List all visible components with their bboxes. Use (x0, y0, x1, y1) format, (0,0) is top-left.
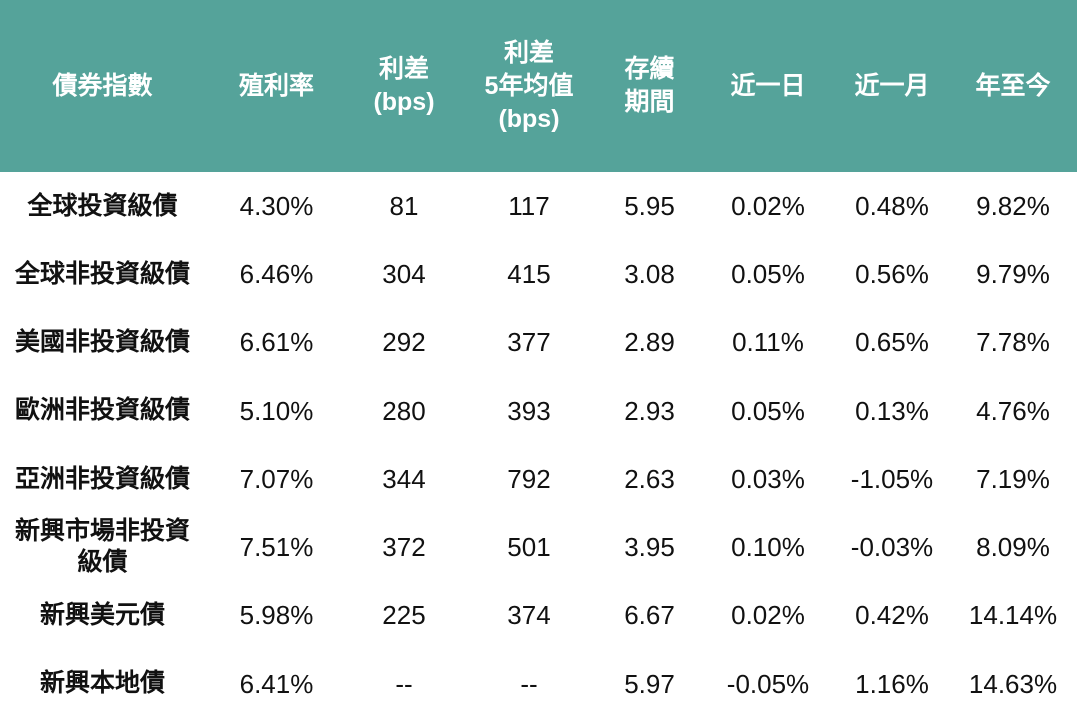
cell-yield: 7.07% (239, 463, 314, 494)
cell-name: 新興市場非投資 級債 (14, 517, 190, 577)
cell-yield: 5.98% (239, 600, 314, 631)
cell-ytd: 9.82% (976, 190, 1050, 221)
column-header-spread5y: 利差 5年均值 (bps) (460, 0, 598, 172)
cell-spread: 280 (382, 395, 426, 426)
cell-spread: -- (395, 668, 413, 699)
table-row: 亞洲非投資級債 7.07% 344 792 2.63 0.03% -1.05% 7.19% (0, 445, 1077, 514)
table-row: 新興市場非投資 級債 7.51% 372 501 3.95 0.10% -0.03% 8.09… (0, 513, 1077, 582)
cell-yield: 6.41% (239, 668, 314, 699)
column-header-ytd: 年至今 (949, 0, 1077, 172)
cell-name: 美國非投資級債 (14, 328, 190, 356)
cell-m1: -1.05% (850, 463, 934, 494)
cell-yield: 6.46% (239, 259, 314, 290)
cell-ytd: 9.79% (976, 259, 1050, 290)
cell-d1: 0.02% (731, 600, 805, 631)
cell-ytd: 14.14% (968, 600, 1058, 631)
cell-name: 全球投資級債 (27, 191, 178, 220)
cell-yield: 5.10% (239, 395, 314, 426)
cell-duration: 2.89 (624, 327, 675, 358)
table-row: 全球投資級債 4.30% 81 117 5.95 0.02% 0.48% 9.82% (0, 172, 1077, 241)
cell-spread5y: 117 (508, 190, 550, 221)
column-header-d1: 近一日 (701, 0, 835, 172)
column-header-yield: 殖利率 (205, 0, 348, 172)
cell-d1: -0.05% (726, 668, 810, 699)
cell-duration: 2.63 (624, 463, 675, 494)
cell-name: 亞洲非投資級債 (14, 464, 190, 493)
cell-m1: 0.48% (855, 190, 929, 221)
cell-spread5y: 792 (507, 463, 551, 494)
cell-d1: 0.03% (731, 463, 805, 494)
cell-ytd: 14.63% (968, 668, 1058, 699)
cell-ytd: 7.19% (976, 463, 1050, 494)
cell-spread5y: 377 (507, 327, 551, 358)
cell-duration: 6.67 (624, 600, 675, 631)
cell-d1: 0.10% (731, 532, 805, 563)
table-row: 新興本地債 6.41% -- -- 5.97 -0.05% 1.16% 14.63% (0, 649, 1077, 718)
cell-spread: 81 (389, 190, 419, 221)
cell-d1: 0.05% (731, 395, 805, 426)
cell-spread5y: 501 (507, 532, 551, 563)
cell-m1: 0.65% (855, 327, 929, 358)
cell-spread: 344 (382, 463, 426, 494)
cell-spread: 292 (382, 327, 426, 358)
cell-spread: 372 (382, 532, 426, 563)
cell-spread5y: 415 (507, 259, 551, 290)
cell-m1: 0.13% (855, 395, 929, 426)
table-head: 債券指數 殖利率 利差 (bps) 利差 5年均值 (bps) 存續 期間 近一日 近一月年… (0, 0, 1077, 172)
cell-spread: 304 (382, 259, 426, 290)
table-body: 全球投資級債 4.30% 81 117 5.95 0.02% 0.48% 9.82% 全球非投資… (0, 172, 1077, 718)
cell-d1: 0.11% (732, 327, 804, 358)
cell-m1: 1.16% (855, 668, 929, 699)
cell-name: 新興本地債 (39, 669, 165, 698)
cell-yield: 7.51% (239, 532, 314, 563)
cell-d1: 0.02% (731, 190, 805, 221)
cell-spread5y: -- (520, 668, 538, 699)
column-header-name: 債券指數 (0, 0, 205, 172)
cell-name: 歐洲非投資級債 (14, 396, 190, 425)
cell-name: 新興美元債 (39, 601, 165, 629)
column-header-m1: 近一月 (835, 0, 949, 172)
cell-m1: 0.42% (855, 600, 929, 631)
cell-ytd: 8.09% (976, 532, 1050, 563)
table-row: 新興美元債 5.98% 225 374 6.67 0.02% 0.42% 14.14% (0, 581, 1077, 650)
column-header-duration: 存續 期間 (598, 0, 701, 172)
column-header-spread: 利差 (bps) (348, 0, 460, 172)
cell-spread: 225 (382, 600, 426, 631)
cell-yield: 4.30% (239, 190, 314, 221)
table-row: 全球非投資級債 6.46% 304 415 3.08 0.05% 0.56% 9.79% (0, 240, 1077, 309)
cell-name: 全球非投資級債 (14, 259, 190, 288)
cell-duration: 5.97 (624, 668, 675, 699)
table-row: 歐洲非投資級債 5.10% 280 393 2.93 0.05% 0.13% 4.76% (0, 376, 1077, 445)
cell-duration: 3.08 (624, 259, 675, 290)
cell-spread5y: 374 (507, 600, 551, 631)
cell-d1: 0.05% (731, 259, 805, 290)
cell-ytd: 4.76% (976, 395, 1050, 426)
cell-ytd: 7.78% (976, 327, 1050, 358)
cell-duration: 5.95 (624, 190, 675, 221)
table-header-row: 債券指數 殖利率 利差 (bps) 利差 5年均值 (bps) 存續 期間 近一日 近一月年… (0, 0, 1077, 172)
cell-spread5y: 393 (507, 395, 551, 426)
cell-duration: 2.93 (624, 395, 675, 426)
cell-duration: 3.95 (624, 532, 675, 563)
cell-m1: 0.56% (855, 259, 929, 290)
cell-yield: 6.61% (239, 327, 314, 358)
table-row: 美國非投資級債 6.61% 292 377 2.89 0.11% 0.65% 7.78% (0, 308, 1077, 377)
cell-m1: -0.03% (850, 532, 934, 563)
